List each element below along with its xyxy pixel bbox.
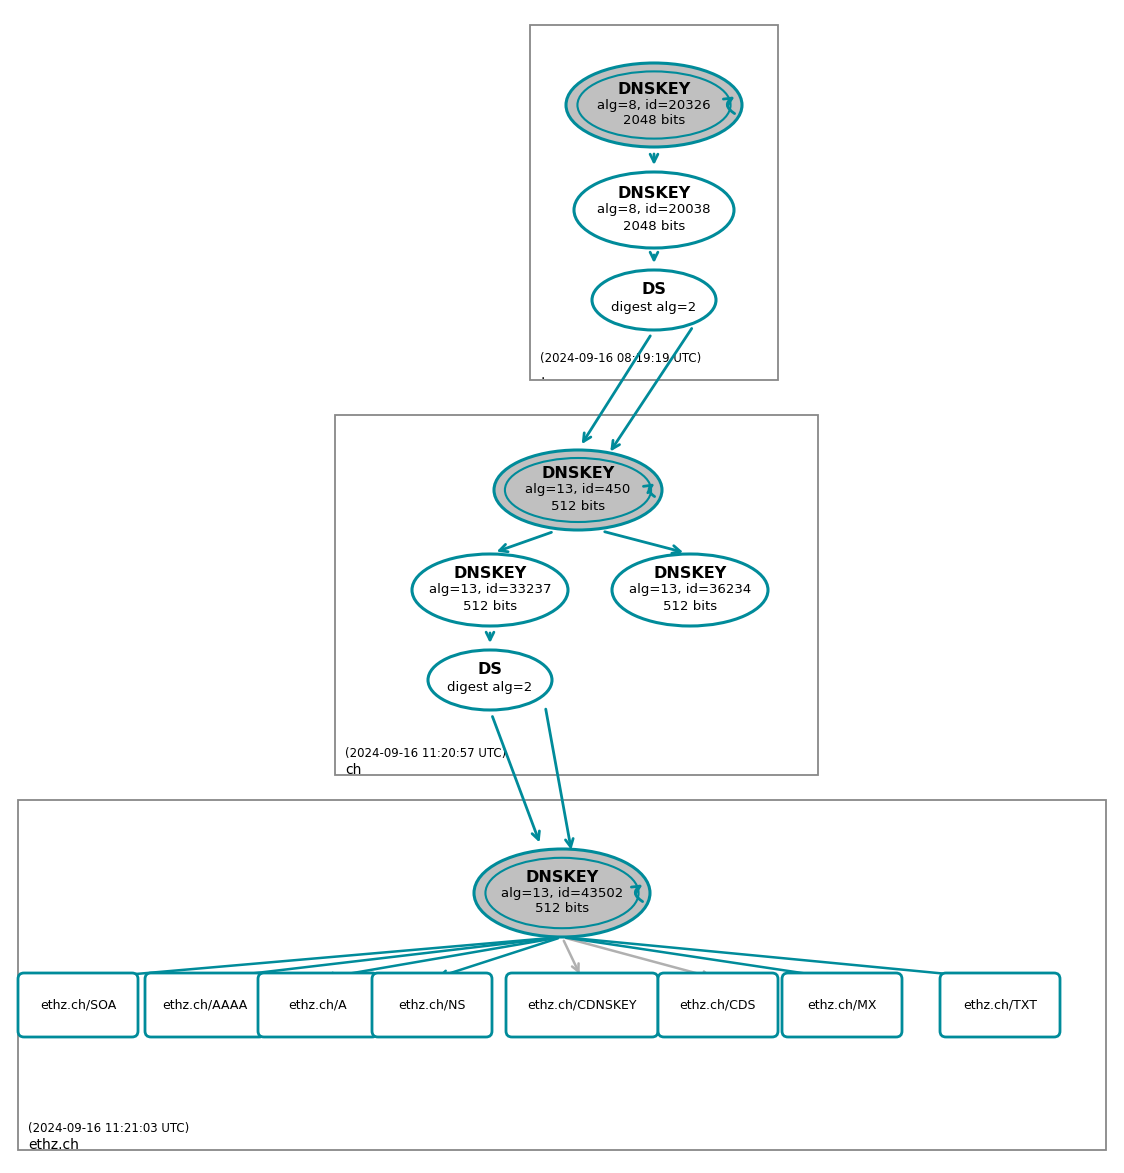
Text: digest alg=2: digest alg=2: [611, 301, 697, 314]
Text: alg=13, id=33237: alg=13, id=33237: [428, 583, 551, 597]
Text: 512 bits: 512 bits: [535, 902, 589, 915]
Text: ethz.ch/MX: ethz.ch/MX: [807, 998, 877, 1011]
Text: 2048 bits: 2048 bits: [623, 219, 686, 232]
Text: ethz.ch/NS: ethz.ch/NS: [398, 998, 465, 1011]
FancyBboxPatch shape: [940, 972, 1060, 1037]
FancyBboxPatch shape: [145, 972, 265, 1037]
Ellipse shape: [566, 63, 742, 147]
Text: alg=8, id=20038: alg=8, id=20038: [597, 203, 710, 217]
FancyBboxPatch shape: [259, 972, 378, 1037]
Text: 2048 bits: 2048 bits: [623, 115, 686, 128]
FancyBboxPatch shape: [372, 972, 492, 1037]
Text: ethz.ch/AAAA: ethz.ch/AAAA: [162, 998, 247, 1011]
Text: ethz.ch/CDNSKEY: ethz.ch/CDNSKEY: [527, 998, 637, 1011]
Text: alg=13, id=43502: alg=13, id=43502: [501, 887, 623, 900]
Text: .: .: [540, 368, 544, 382]
Text: 512 bits: 512 bits: [663, 599, 717, 612]
Text: DNSKEY: DNSKEY: [617, 81, 690, 96]
Text: DNSKEY: DNSKEY: [617, 187, 690, 202]
Text: ethz.ch/TXT: ethz.ch/TXT: [963, 998, 1037, 1011]
Text: (2024-09-16 08:19:19 UTC): (2024-09-16 08:19:19 UTC): [540, 352, 701, 365]
Text: DNSKEY: DNSKEY: [453, 567, 527, 582]
Text: DS: DS: [642, 283, 667, 298]
Ellipse shape: [428, 650, 552, 710]
Text: (2024-09-16 11:21:03 UTC): (2024-09-16 11:21:03 UTC): [28, 1123, 189, 1135]
FancyBboxPatch shape: [531, 25, 778, 380]
Ellipse shape: [413, 554, 568, 626]
Text: alg=8, id=20326: alg=8, id=20326: [597, 99, 710, 111]
Ellipse shape: [611, 554, 768, 626]
FancyBboxPatch shape: [18, 800, 1106, 1150]
Text: (2024-09-16 11:20:57 UTC): (2024-09-16 11:20:57 UTC): [345, 747, 506, 760]
Text: ethz.ch: ethz.ch: [28, 1138, 79, 1152]
Text: digest alg=2: digest alg=2: [447, 682, 533, 694]
Text: ethz.ch/A: ethz.ch/A: [289, 998, 347, 1011]
FancyBboxPatch shape: [18, 972, 138, 1037]
Text: ethz.ch/SOA: ethz.ch/SOA: [39, 998, 116, 1011]
Ellipse shape: [495, 450, 662, 530]
Ellipse shape: [574, 172, 734, 248]
Ellipse shape: [592, 270, 716, 330]
Text: ethz.ch/CDS: ethz.ch/CDS: [680, 998, 756, 1011]
Text: 512 bits: 512 bits: [463, 599, 517, 612]
Text: DS: DS: [478, 663, 502, 678]
FancyBboxPatch shape: [658, 972, 778, 1037]
Text: DNSKEY: DNSKEY: [542, 467, 615, 481]
Text: 512 bits: 512 bits: [551, 500, 605, 513]
Text: ch: ch: [345, 762, 362, 777]
Ellipse shape: [474, 849, 650, 937]
Text: DNSKEY: DNSKEY: [525, 869, 599, 884]
FancyBboxPatch shape: [782, 972, 901, 1037]
Text: alg=13, id=450: alg=13, id=450: [525, 483, 631, 496]
Text: alg=13, id=36234: alg=13, id=36234: [628, 583, 751, 597]
Text: DNSKEY: DNSKEY: [653, 567, 726, 582]
FancyBboxPatch shape: [506, 972, 658, 1037]
FancyBboxPatch shape: [335, 415, 818, 775]
